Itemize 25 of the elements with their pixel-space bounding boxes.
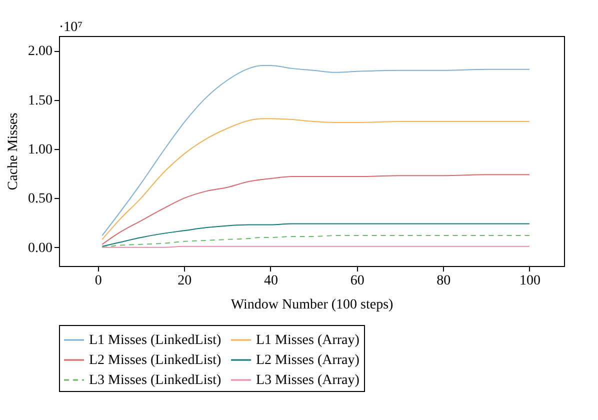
- line-series: [102, 235, 530, 248]
- x-axis-title: Window Number (100 steps): [230, 298, 394, 312]
- x-tick-label: 80: [436, 274, 451, 288]
- legend-label: L1 Misses (LinkedList): [89, 333, 222, 348]
- legend-label: L1 Misses (Array): [256, 333, 360, 348]
- x-tick-label: 60: [350, 274, 364, 288]
- legend-label: L2 Misses (Array): [256, 353, 360, 368]
- legend-label: L3 Misses (Array): [256, 373, 360, 388]
- y-axis-title: Cache Misses: [6, 112, 21, 190]
- y-tick-label: 0.00: [28, 240, 52, 256]
- x-tick-label: 20: [178, 274, 192, 288]
- y-tick-label: 2.00: [28, 44, 52, 60]
- y-tick-label: 1.00: [28, 142, 52, 158]
- line-series: [102, 118, 530, 240]
- line-series: [102, 223, 530, 247]
- x-tick-label: 40: [264, 274, 278, 288]
- y-tick-label: 1.50: [28, 93, 52, 108]
- line-series: [102, 64, 530, 236]
- x-tick-label: 100: [519, 274, 540, 288]
- line-series: [102, 174, 530, 245]
- legend-label: L3 Misses (LinkedList): [89, 373, 222, 388]
- text: ·10⁷: [59, 20, 83, 35]
- y-tick-label: 0.50: [28, 192, 52, 207]
- legend-label: L2 Misses (LinkedList): [89, 353, 222, 368]
- x-tick-label: 0: [94, 274, 102, 288]
